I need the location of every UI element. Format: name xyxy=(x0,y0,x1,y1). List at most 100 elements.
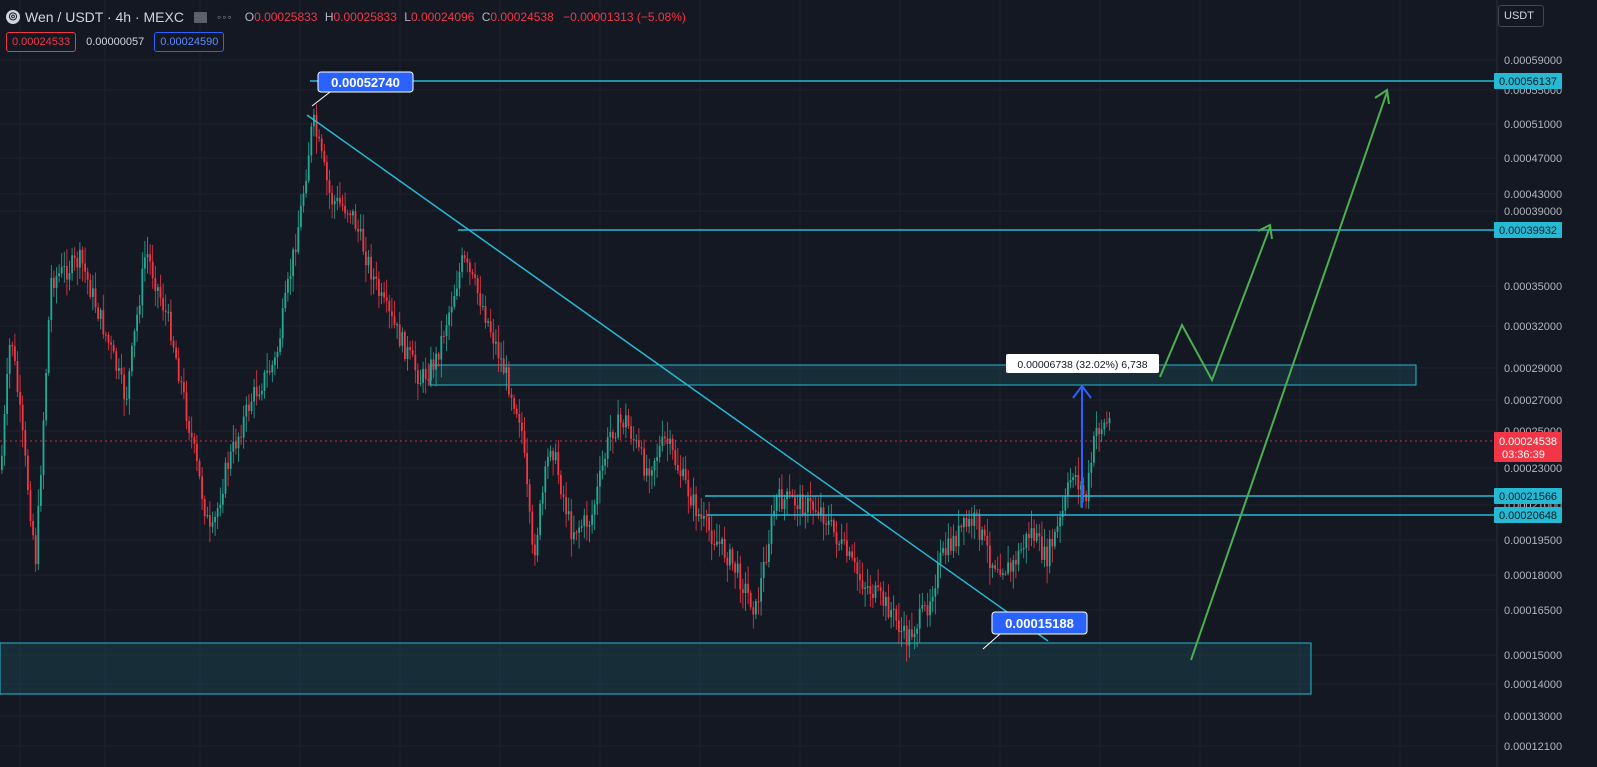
candle-body-239 xyxy=(622,422,625,428)
candle-body-183 xyxy=(476,278,479,294)
candle-body-177 xyxy=(461,255,463,272)
candle-body-250 xyxy=(651,470,653,476)
candle-body-262 xyxy=(682,468,684,477)
candle-body-95 xyxy=(248,404,250,411)
candle-body-330 xyxy=(859,574,861,581)
resistance-zone xyxy=(429,364,1417,386)
candle-body-230 xyxy=(599,470,601,487)
candle-body-414 xyxy=(1077,475,1080,490)
candle-body-99 xyxy=(258,394,261,397)
candle-body-223 xyxy=(580,526,583,528)
currency-selector[interactable]: USDT xyxy=(1498,5,1544,27)
candle-body-82 xyxy=(214,516,216,523)
candle-body-285 xyxy=(742,589,744,593)
candle-body-318 xyxy=(827,520,830,525)
candle-body-258 xyxy=(671,438,674,451)
level-label-bg-3 xyxy=(1494,507,1562,523)
price-tick-17: 0.00014000 xyxy=(1504,679,1562,691)
candle-body-351 xyxy=(913,633,916,638)
candle-body-9 xyxy=(24,430,27,456)
candle-body-303 xyxy=(788,491,791,495)
token-logo-icon: ◎ xyxy=(6,10,20,24)
candle-body-215 xyxy=(560,475,562,495)
candle-body-335 xyxy=(872,593,874,598)
candle-body-48 xyxy=(125,398,128,400)
candle-body-168 xyxy=(437,353,440,360)
candle-body-68 xyxy=(177,357,180,382)
candle-body-415 xyxy=(1080,485,1082,490)
last-price-badge xyxy=(1494,432,1562,462)
candle-body-368 xyxy=(957,525,960,547)
candle-body-396 xyxy=(1030,528,1033,539)
candle-body-207 xyxy=(539,503,541,536)
candle-body-157 xyxy=(409,347,411,351)
candle-body-339 xyxy=(882,591,885,606)
countdown-label: 03:36:39 xyxy=(1502,449,1545,461)
projection-zigzag-arrow[interactable] xyxy=(1159,226,1271,383)
candle-body-118 xyxy=(307,155,310,181)
candle-body-44 xyxy=(115,351,118,371)
candle-body-277 xyxy=(721,538,723,544)
candle-body-16 xyxy=(42,420,45,476)
sell-button[interactable]: 0.00024533 xyxy=(6,32,77,52)
candle-body-384 xyxy=(999,569,1002,576)
candle-body-233 xyxy=(606,437,609,459)
candle-body-322 xyxy=(838,543,840,545)
candle-body-122 xyxy=(318,136,320,139)
candle-body-218 xyxy=(567,511,570,515)
high-callout xyxy=(317,71,414,93)
candle-body-362 xyxy=(942,548,944,553)
candle-body-217 xyxy=(565,496,567,515)
candle-body-225 xyxy=(586,515,588,527)
candle-body-137 xyxy=(357,228,359,232)
price-tick-8: 0.00029000 xyxy=(1504,363,1562,375)
candle-body-372 xyxy=(968,518,970,527)
candle-body-360 xyxy=(937,563,939,589)
candle-body-219 xyxy=(570,511,573,540)
candle-body-172 xyxy=(448,312,450,326)
candle-body-10 xyxy=(27,455,29,491)
candle-body-150 xyxy=(391,311,393,317)
price-axis[interactable]: 0.000590000.000550000.000510000.00047000… xyxy=(1494,0,1597,767)
candle-body-378 xyxy=(983,529,986,536)
candle-body-376 xyxy=(978,513,981,540)
candle-body-342 xyxy=(890,609,892,618)
more-options-icon[interactable]: ◦◦◦ xyxy=(216,10,233,24)
candle-body-12 xyxy=(32,521,34,536)
candle-body-51 xyxy=(133,331,136,346)
symbol-title[interactable]: Wen / USDT · 4h · MEXC xyxy=(25,9,184,25)
candle-body-296 xyxy=(770,516,773,544)
candle-body-27 xyxy=(71,255,73,274)
candle-body-116 xyxy=(302,193,305,206)
downtrend-line[interactable] xyxy=(306,114,1049,642)
candle-body-307 xyxy=(799,494,801,510)
candle-body-18 xyxy=(47,319,50,373)
candle-body-187 xyxy=(487,321,489,323)
candle-body-59 xyxy=(154,278,157,291)
candle-body-76 xyxy=(198,461,201,477)
candle-body-327 xyxy=(851,551,853,558)
candle-body-348 xyxy=(905,625,908,646)
candle-body-125 xyxy=(326,162,328,181)
candle-body-366 xyxy=(952,535,955,551)
candle-body-241 xyxy=(627,415,630,427)
candle-body-174 xyxy=(453,295,456,307)
candle-body-94 xyxy=(245,404,248,417)
candle-body-75 xyxy=(196,443,198,462)
candle-body-341 xyxy=(887,596,890,618)
candle-body-38 xyxy=(99,310,102,319)
candle-body-240 xyxy=(625,415,627,428)
projection-long-arrow[interactable] xyxy=(1190,91,1388,661)
candle-body-399 xyxy=(1038,533,1041,537)
candle-body-300 xyxy=(781,489,783,509)
candle-body-136 xyxy=(354,211,357,229)
candle-body-193 xyxy=(502,358,505,373)
price-tick-2: 0.00051000 xyxy=(1504,119,1562,131)
hide-panel-icon[interactable] xyxy=(193,11,207,23)
candle-body-182 xyxy=(474,274,476,279)
candle-body-266 xyxy=(692,494,695,506)
buy-button[interactable]: 0.00024590 xyxy=(154,32,225,52)
candle-body-340 xyxy=(885,596,887,606)
candle-body-409 xyxy=(1064,495,1067,511)
